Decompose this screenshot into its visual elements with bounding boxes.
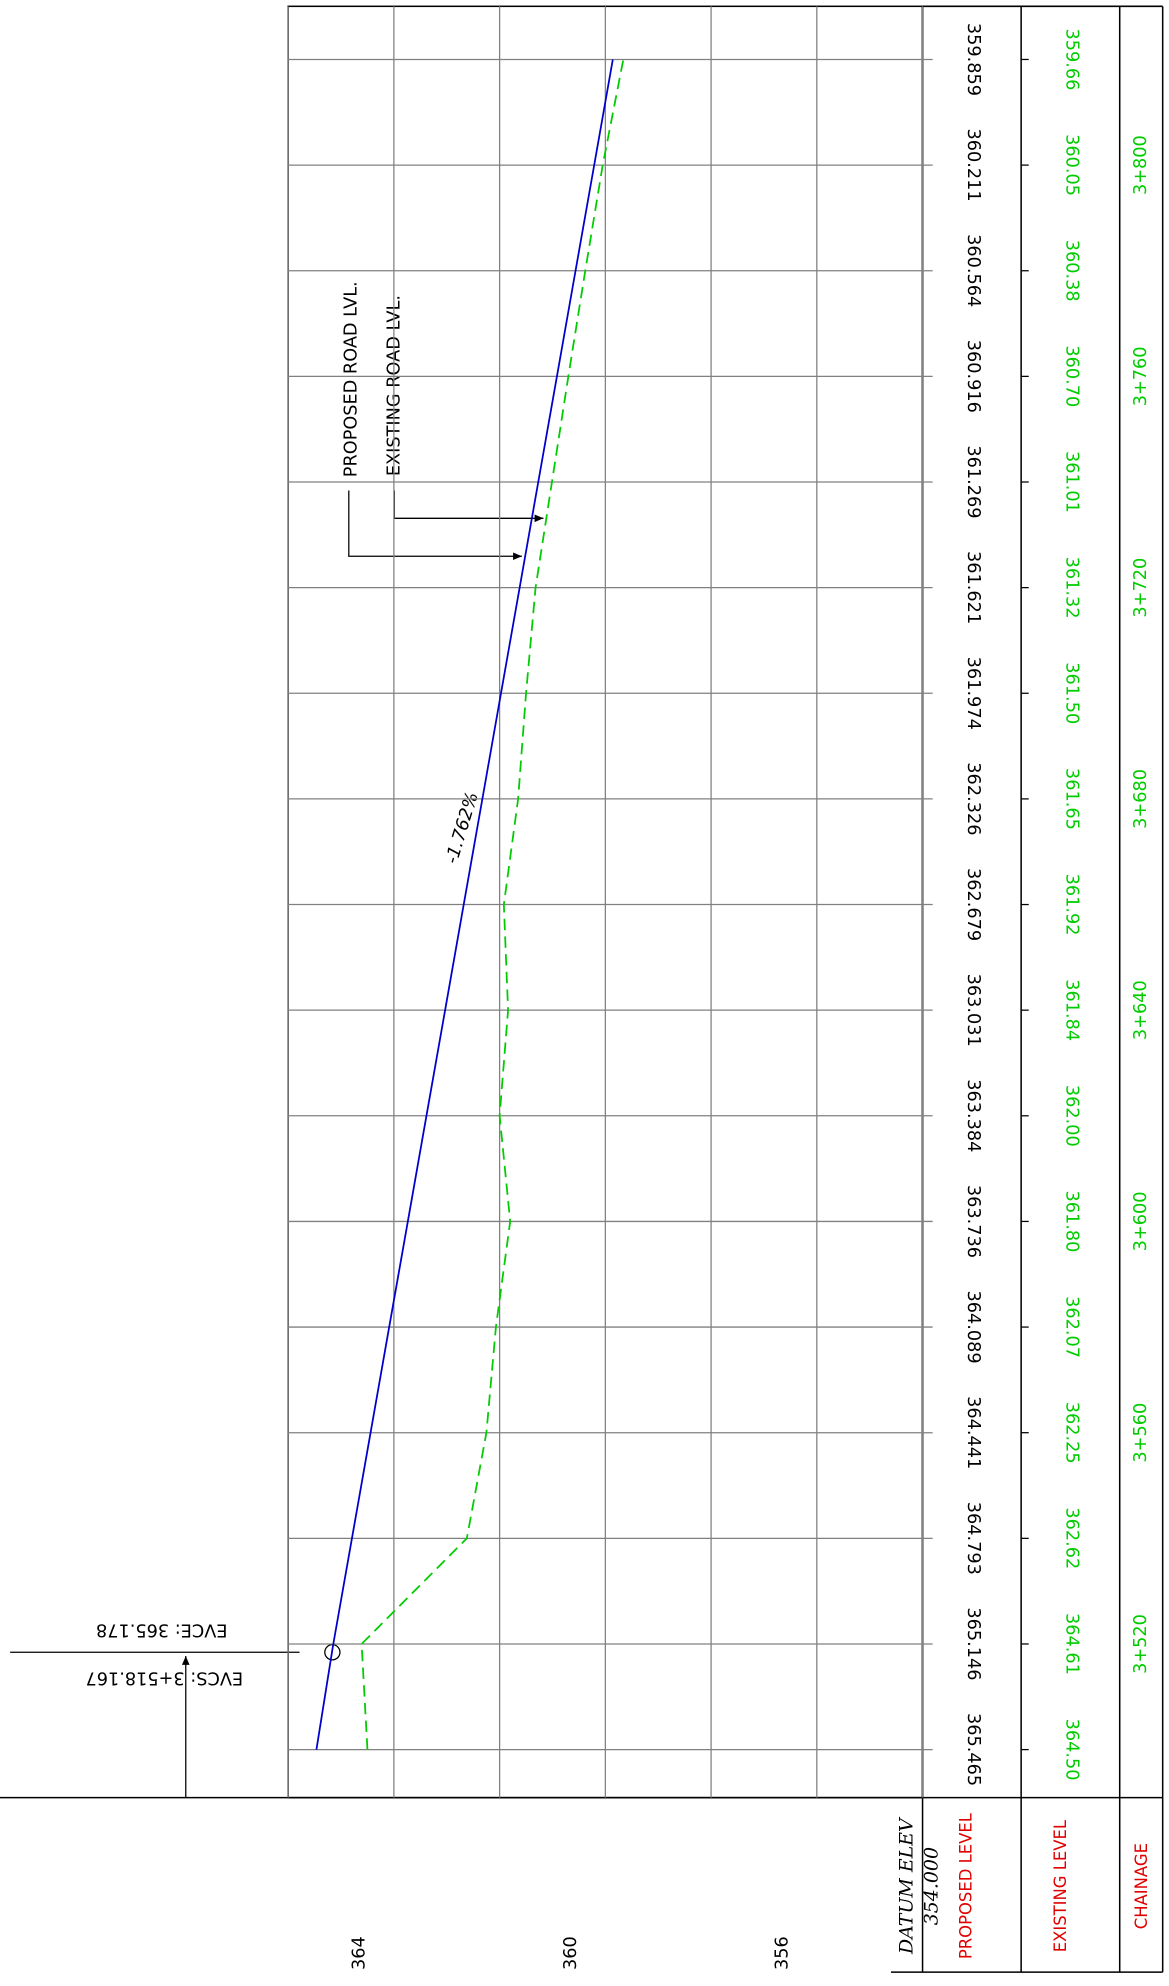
table-value: 362.07: [1062, 1296, 1082, 1358]
table-value: 361.32: [1062, 557, 1082, 619]
x-tick-label: 3+760: [1131, 346, 1151, 406]
table-value: 362.00: [1062, 1085, 1082, 1147]
table-value: 360.05: [1062, 134, 1082, 196]
table-value: 359.66: [1062, 29, 1082, 91]
table-value: 362.62: [1062, 1507, 1082, 1569]
table-value: 363.031: [963, 974, 983, 1047]
table-value: 361.92: [1062, 874, 1082, 936]
x-tick-label: 3+600: [1131, 1192, 1151, 1252]
leader-line: [348, 490, 522, 561]
y-tick-label: 356: [773, 1936, 793, 1970]
table-value: 363.384: [963, 1079, 983, 1152]
table-value: 361.50: [1062, 662, 1082, 724]
table-value: 361.80: [1062, 1190, 1082, 1252]
x-tick-label: 3+800: [1131, 135, 1151, 195]
table-value: 363.736: [963, 1185, 983, 1258]
datum-value: 354.000: [921, 1847, 943, 1925]
table-value: 364.61: [1062, 1613, 1082, 1675]
table-value: 360.211: [963, 129, 983, 202]
x-tick-label: 3+680: [1131, 769, 1151, 829]
table-value: 365.146: [963, 1607, 983, 1680]
table-value: 365.465: [963, 1713, 983, 1786]
table-value: 361.269: [963, 445, 983, 518]
y-tick-label: 360: [561, 1936, 581, 1970]
table-value: 361.621: [963, 551, 983, 624]
table-value: 361.974: [963, 657, 983, 730]
table-value: 361.84: [1062, 979, 1082, 1041]
table-value: 360.564: [963, 234, 983, 307]
table-value: 360.38: [1062, 240, 1082, 302]
row-header: EXISTING LEVEL: [1051, 1819, 1070, 1952]
x-tick-label: 3+640: [1131, 980, 1151, 1040]
table-value: 364.089: [963, 1290, 983, 1363]
table-value: 364.50: [1062, 1719, 1082, 1781]
existing-line: [360, 59, 625, 1750]
y-tick-label: 364: [350, 1936, 370, 1970]
table-value: 360.916: [963, 340, 983, 413]
x-tick-label: 3+560: [1131, 1403, 1151, 1463]
evcs-label: EVCS: 3+518.167: [85, 1668, 243, 1688]
table-value: 364.793: [963, 1502, 983, 1575]
leader-line: [393, 490, 544, 523]
table-value: 364.441: [963, 1396, 983, 1469]
x-tick-label: 3+720: [1131, 558, 1151, 618]
table-value: 362.326: [963, 762, 983, 835]
table-value: 359.859: [963, 23, 983, 96]
datum-title: DATUM ELEV: [895, 1816, 917, 1955]
row-header: CHAINAGE: [1132, 1843, 1151, 1929]
row-header: PROPOSED LEVEL: [956, 1812, 975, 1959]
table-value: 362.679: [963, 868, 983, 941]
table-value: 360.70: [1062, 345, 1082, 407]
evce-label: EVCE: 365.178: [96, 1620, 228, 1640]
proposed-line: [315, 59, 614, 1750]
table-value: 361.01: [1062, 451, 1082, 513]
leader-label: PROPOSED ROAD LVL.: [341, 281, 361, 477]
x-tick-label: 3+520: [1131, 1614, 1151, 1674]
table-value: 362.25: [1062, 1402, 1082, 1464]
table-value: 361.65: [1062, 768, 1082, 830]
